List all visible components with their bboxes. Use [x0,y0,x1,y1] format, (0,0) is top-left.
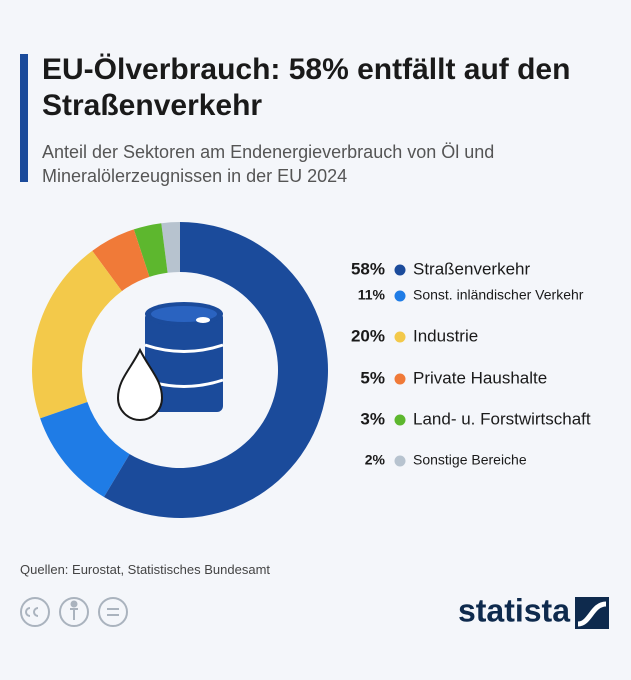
legend-swatch [394,414,406,426]
legend-value: 3% [360,409,385,428]
donut-slice [40,402,130,497]
donut-slice [161,222,180,273]
legend-value: 58% [351,259,385,278]
legend-value: 20% [351,326,385,345]
legend-label: Land- u. Forstwirtschaft [413,409,591,428]
legend-value: 11% [358,287,386,303]
legend-label: Industrie [413,326,478,345]
donut-slice [92,229,150,292]
legend-label: Sonstige Bereiche [413,452,527,468]
legend-swatch [394,373,406,385]
brand: statista [458,592,570,628]
license-icons [20,597,128,627]
legend-swatch [394,264,406,276]
legend-swatch [394,455,406,467]
donut-slice [103,222,329,518]
legend-swatch [394,290,406,302]
donut-slice [133,223,168,277]
brand-logo-mark [575,597,609,629]
legend-value: 5% [360,368,385,387]
chart-title: EU-Ölverbrauch: 58% entfällt auf den Str… [42,53,571,122]
legend-label: Straßenverkehr [413,259,530,278]
chart-subtitle: Anteil der Sektoren am Endenergieverbrau… [42,142,495,186]
legend-label: Private Haushalte [413,368,547,387]
title-bar [20,54,28,182]
legend-label: Sonst. inländischer Verkehr [413,287,584,303]
legend-value: 2% [365,452,386,468]
legend-swatch [394,331,406,343]
source: Quellen: Eurostat, Statistisches Bundesa… [20,562,271,577]
donut-slice [31,250,122,419]
barrel-icon [116,302,224,421]
